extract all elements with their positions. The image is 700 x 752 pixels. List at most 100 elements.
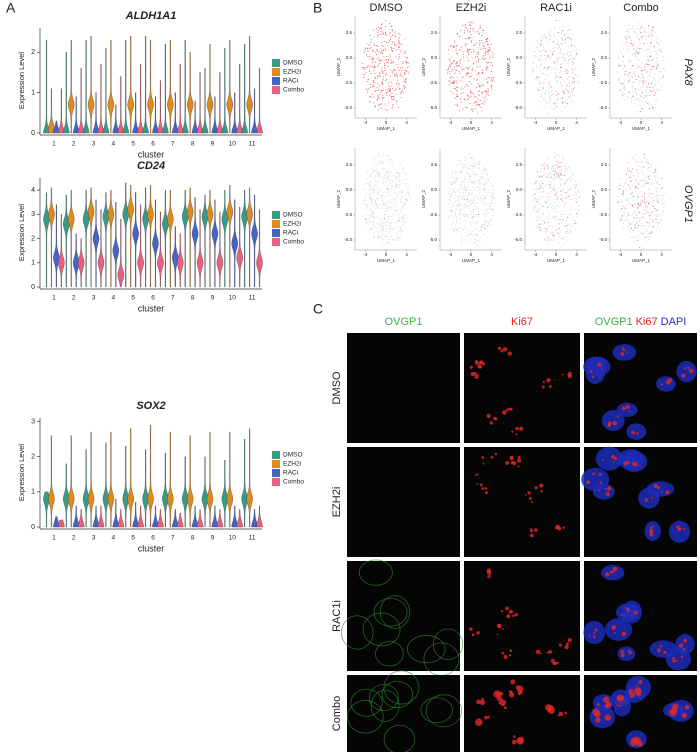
umap-cell — [372, 222, 374, 224]
umap-cell — [397, 74, 399, 76]
umap-cell — [372, 29, 375, 31]
umap-cell — [549, 91, 551, 93]
umap-cell — [549, 50, 552, 52]
umap-cell — [647, 25, 650, 27]
umap-cell — [540, 224, 543, 226]
umap-cell — [565, 89, 567, 91]
umap-cell — [380, 27, 382, 29]
umap-cell — [456, 69, 458, 71]
umap-cell — [571, 39, 573, 41]
umap-cell — [391, 107, 393, 109]
umap-cell — [635, 214, 637, 216]
umap-cell — [658, 221, 660, 223]
umap-cell — [539, 44, 542, 46]
umap-cell — [637, 171, 640, 173]
umap-cell — [374, 61, 376, 63]
nucleus — [604, 618, 633, 641]
ki67-spot — [660, 383, 663, 386]
umap-cell — [466, 73, 468, 75]
umap-cell — [405, 52, 407, 55]
umap-cell — [489, 48, 491, 50]
umap-cell — [479, 183, 481, 185]
umap-cell — [372, 85, 374, 87]
umap-cell — [385, 80, 387, 82]
umap-cell — [560, 190, 562, 192]
umap-cell — [632, 44, 634, 46]
umap-cell — [556, 219, 558, 221]
umap-cell — [464, 177, 466, 179]
umap-cell — [457, 228, 459, 230]
ki67-spot — [474, 374, 479, 380]
violin — [172, 509, 179, 528]
umap-cell — [548, 164, 550, 166]
umap-cell — [630, 43, 632, 45]
umap-cell — [533, 188, 536, 190]
umap-cell — [392, 44, 394, 46]
umap-cell — [387, 177, 389, 179]
umap-cell — [566, 221, 568, 223]
ki67-spot — [649, 532, 654, 537]
umap-cell — [468, 36, 470, 39]
umap-cell — [464, 185, 466, 187]
umap-cell — [398, 237, 400, 239]
umap-cell — [571, 81, 573, 83]
umap-cell — [453, 189, 455, 191]
umap-cell — [660, 200, 663, 202]
y-tick-label: -5.0 — [514, 237, 522, 242]
umap-cell — [483, 103, 485, 105]
umap-cell — [492, 214, 494, 216]
umap-cell — [653, 67, 656, 69]
umap-cell — [381, 93, 383, 95]
umap-cell — [645, 102, 647, 104]
umap-cell — [544, 82, 546, 84]
ovgp1-signal — [358, 559, 393, 586]
umap-cell — [550, 72, 552, 74]
umap-cell — [536, 76, 538, 78]
umap-cell — [484, 192, 486, 194]
umap-cell — [652, 76, 654, 79]
umap-cell — [404, 221, 406, 223]
umap-cell — [448, 80, 450, 82]
umap-cell — [535, 198, 537, 200]
umap-cell — [557, 41, 559, 43]
umap-cell — [454, 97, 456, 99]
umap-cell — [481, 91, 483, 93]
umap-cell — [455, 86, 458, 88]
umap-cell — [629, 166, 631, 168]
umap-cell — [450, 63, 452, 65]
umap-cell — [547, 67, 549, 69]
umap-cell — [640, 78, 642, 80]
micrograph — [347, 670, 463, 752]
umap-cell — [450, 56, 453, 58]
x-axis-label: cluster — [138, 303, 165, 313]
umap-cell — [548, 55, 550, 58]
umap-cell — [389, 88, 392, 90]
umap-cell — [532, 201, 534, 204]
umap-cell — [650, 215, 652, 217]
umap-cell — [373, 64, 375, 66]
x-tick-label: 1 — [52, 295, 56, 302]
ki67-spot — [620, 653, 625, 658]
x-axis-label: UMAP_1 — [377, 258, 396, 263]
umap-cell — [561, 33, 563, 35]
umap-cell — [373, 157, 375, 159]
umap-cell — [485, 50, 487, 52]
umap-cell — [485, 172, 487, 174]
violin — [221, 460, 229, 528]
umap-cell — [573, 87, 575, 89]
umap-cell — [639, 41, 641, 43]
umap-cell — [453, 181, 455, 183]
umap-cell — [464, 189, 466, 191]
umap-cell — [625, 189, 627, 191]
umap-cell — [642, 69, 644, 72]
umap-cell — [371, 81, 373, 83]
umap-cell — [655, 219, 658, 221]
umap-cell — [483, 201, 485, 203]
umap-cell — [637, 165, 640, 167]
umap-cell — [643, 153, 645, 155]
violin — [43, 39, 50, 134]
umap-cell — [576, 74, 578, 76]
umap-cell — [387, 215, 389, 218]
umap-cell — [654, 34, 656, 36]
umap-cell — [389, 164, 392, 166]
